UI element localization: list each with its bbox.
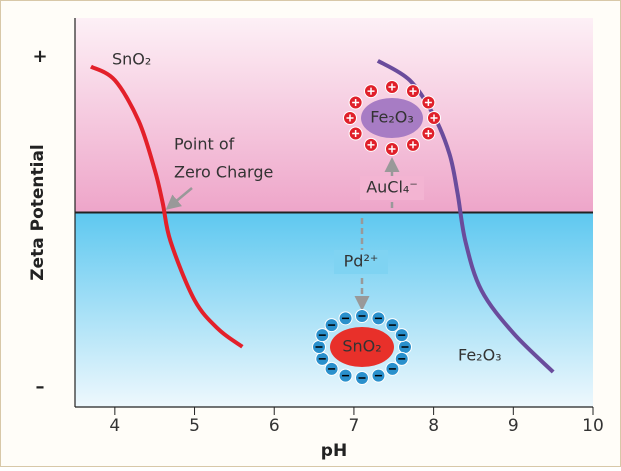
y-tick-label: + [32, 46, 47, 67]
x-axis-label: pH [321, 441, 347, 461]
particle-label: Fe₂O₃ [370, 108, 414, 127]
y-axis-label: Zeta Potential [28, 144, 48, 281]
y-tick-label: – [36, 377, 45, 398]
x-tick-label: 5 [189, 416, 200, 436]
x-tick-label: 8 [428, 416, 439, 436]
particle-label: SnO₂ [342, 337, 381, 356]
chart: 4 5 6 7 8 9 10 + – pH Zeta Potential SnO₂ Fe₂O₃ Point… [0, 0, 621, 467]
series-label: Fe₂O₃ [458, 346, 502, 365]
x-tick-label: 9 [508, 416, 519, 436]
series-label: SnO₂ [112, 50, 151, 69]
annotation: Zero Charge [174, 163, 273, 182]
negative-region [75, 213, 593, 408]
annotation: Pd²⁺ [344, 252, 379, 271]
x-tick-label: 10 [582, 416, 604, 436]
annotation: AuCl₄⁻ [366, 178, 418, 197]
x-tick-label: 6 [269, 416, 280, 436]
x-tick-label: 7 [349, 416, 360, 436]
positive-region [75, 18, 593, 213]
x-tick-label: 4 [109, 416, 120, 436]
annotation: Point of [174, 135, 235, 154]
